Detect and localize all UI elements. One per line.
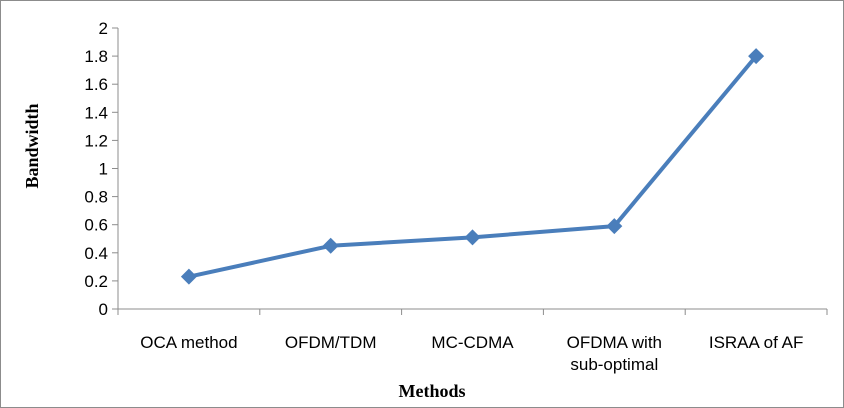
series-layer bbox=[180, 48, 765, 285]
y-axis-title: Bandwidth bbox=[22, 103, 42, 188]
y-tick-label: 1 bbox=[99, 160, 108, 179]
data-point-marker bbox=[322, 237, 339, 254]
y-tick-label: 0.4 bbox=[84, 244, 108, 263]
y-tick-label: 0.6 bbox=[84, 216, 108, 235]
x-tick-label: ISRAA of AF bbox=[709, 333, 804, 352]
y-tick-label: 1.4 bbox=[84, 103, 108, 122]
data-point-marker bbox=[464, 229, 481, 246]
x-tick-label: OCA method bbox=[140, 333, 237, 352]
y-tick-label: 1.8 bbox=[84, 47, 108, 66]
x-tick-label: MC-CDMA bbox=[431, 333, 514, 352]
y-tick-label: 1.6 bbox=[84, 75, 108, 94]
x-tick-label: OFDMA with sub-optimal bbox=[567, 333, 662, 374]
x-tick-label: OFDM/TDM bbox=[285, 333, 377, 352]
y-tick-label: 0.2 bbox=[84, 272, 108, 291]
y-axis-ticks: 0 0.2 0.4 0.6 0.8 1 1.2 1.4 1.6 1.8 2 bbox=[84, 19, 118, 319]
data-point-marker bbox=[180, 268, 197, 285]
data-point-marker bbox=[606, 218, 623, 235]
data-point-marker bbox=[748, 48, 765, 65]
y-tick-label: 0 bbox=[99, 300, 108, 319]
y-tick-label: 0.8 bbox=[84, 188, 108, 207]
y-tick-label: 2 bbox=[99, 19, 108, 38]
x-axis-ticks: OCA method OFDM/TDM MC-CDMA OFDMA with sub-o… bbox=[117, 309, 828, 374]
y-tick-label: 1.2 bbox=[84, 131, 108, 150]
x-axis-title: Methods bbox=[399, 381, 466, 401]
